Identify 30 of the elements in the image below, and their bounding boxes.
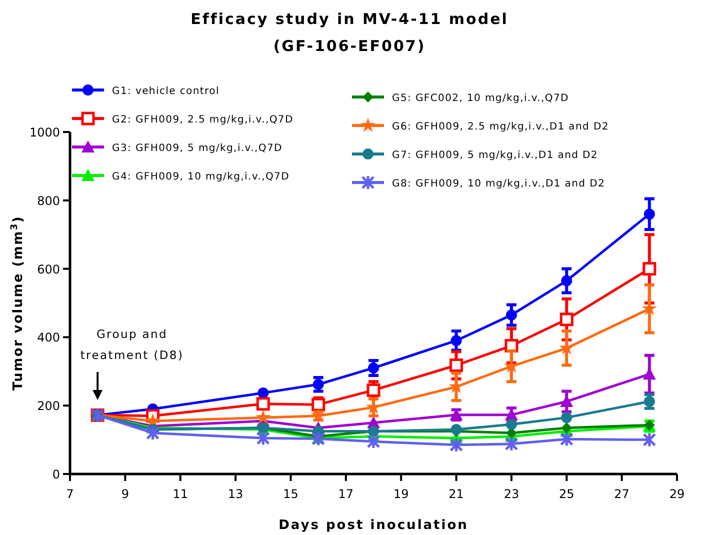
chart-title: Efficacy study in MV-4-11 model xyxy=(190,10,508,28)
chart-subtitle: (GF-106-EF007) xyxy=(273,37,426,55)
x-tick-label: 7 xyxy=(66,487,74,501)
x-tick-label: 27 xyxy=(614,487,630,501)
x-axis-title: Days post inoculation xyxy=(278,518,468,533)
legend-label: G5: GFC002, 10 mg/kg,i.v.,Q7D xyxy=(392,93,569,104)
x-tick-label: 25 xyxy=(558,487,574,501)
x-tick-label: 21 xyxy=(448,487,464,501)
x-tick-label: 23 xyxy=(504,487,520,501)
x-tick-label: 19 xyxy=(393,487,409,501)
annotation: Group and treatment (D8) xyxy=(80,327,184,362)
legend-label: G1: vehicle control xyxy=(112,86,220,97)
legend-label: G8: GFH009, 10 mg/kg,i.v.,D1 and D2 xyxy=(392,178,606,190)
legend-label: G3: GFH009, 5 mg/kg,i.v.,Q7D xyxy=(112,143,282,154)
x-tick-label: 29 xyxy=(669,487,685,501)
y-tick-label: 1000 xyxy=(29,126,60,140)
y-tick-label: 600 xyxy=(37,262,60,276)
x-tick-label: 15 xyxy=(283,487,298,501)
y-tick-label: 400 xyxy=(37,330,60,345)
y-tick-label: 200 xyxy=(37,399,60,414)
y-tick-label: 0 xyxy=(52,468,60,482)
legend-label: G7: GFH009, 5 mg/kg,i.v.,D1 and D2 xyxy=(392,150,598,161)
legend-label: G2: GFH009, 2.5 mg/kg,i.v.,Q7D xyxy=(112,114,294,126)
legend-label: G6: GFH009, 2.5 mg/kg,i.v.,D1 and D2 xyxy=(392,122,609,132)
x-tick-label: 13 xyxy=(228,487,244,501)
x-tick-label: 9 xyxy=(121,487,129,501)
y-tick-label: 800 xyxy=(37,194,60,208)
x-tick-label: 11 xyxy=(172,487,188,501)
x-tick-label: 17 xyxy=(338,487,354,501)
legend-label: G4: GFH009, 10 mg/kg,i.v.,Q7D xyxy=(112,172,290,182)
